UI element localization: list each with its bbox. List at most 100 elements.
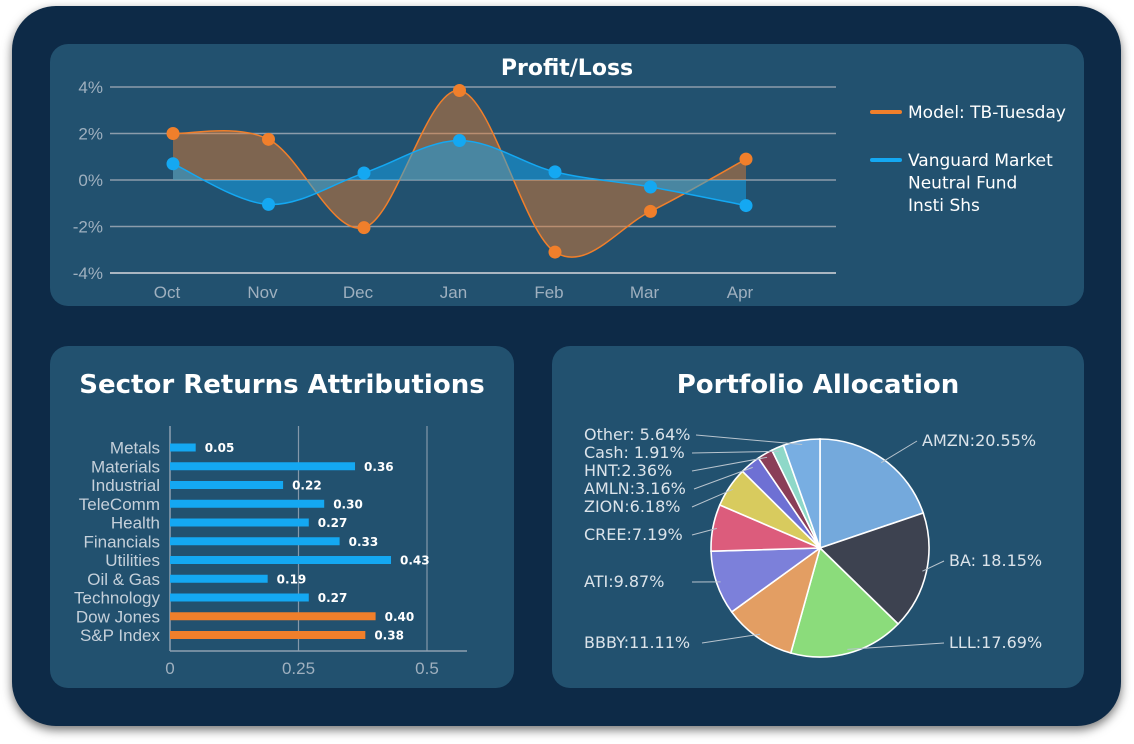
bar [170,612,376,621]
pie-label-leader [922,560,945,572]
legend-label: Model: TB-Tuesday [908,103,1066,123]
data-point [262,197,275,211]
sector-returns-chart: 0 0.25 0.5 Metals 0.05 Materials 0.36 Industria… [74,426,467,678]
bar-value-label: 0.40 [385,610,415,624]
data-point [644,204,657,218]
x-tick-label: 0.5 [415,659,439,678]
bar [170,574,268,583]
data-point [166,127,180,140]
data-point [453,133,466,147]
pie-slice [819,438,925,550]
bar-value-label: 0.36 [364,460,394,474]
pie-label-leader [691,488,734,508]
pie-slice [730,546,822,654]
x-tick-label: Apr [727,283,754,302]
pie-slice-label: CREE:7.19% [584,525,683,544]
data-point [548,245,562,259]
x-tick-label: Jan [440,283,467,302]
pie-slice [789,546,900,658]
category-label: Industrial [91,476,160,495]
y-tick-label: 0% [78,171,103,190]
bar-value-label: 0.33 [349,535,379,549]
profit-loss-panel: Profit/Loss 4% 2% 0% -2% -4% Oct Nov Dec Jan Feb M… [50,44,1084,306]
bar [170,631,366,639]
pie-slice-label: Other: 5.64% [584,425,690,444]
bar-value-label: 0.05 [205,441,235,455]
category-label: Financials [83,532,160,551]
pie-slice-label: LLL:17.69% [949,633,1042,652]
pie-label-leader [847,642,945,650]
pie-label-leader [701,633,761,644]
bar [170,593,309,602]
pie-label-leader [691,456,768,472]
data-point [357,166,371,180]
pie-label-leader [880,440,918,464]
bar [170,499,325,508]
y-tick-label: -4% [73,264,103,283]
x-tick-label: Nov [247,283,278,302]
bar-value-label: 0.27 [318,516,348,530]
pie-label-leader [691,527,717,536]
bar [170,481,284,489]
data-point [166,157,180,171]
bar [170,443,196,452]
bar-value-label: 0.38 [374,629,404,643]
x-tick-label: Dec [343,283,374,302]
legend-label: Vanguard Market [908,151,1053,171]
sector-returns-title: Sector Returns Attributions [79,370,485,400]
y-tick-label: -2% [73,218,103,237]
y-tick-label: 2% [78,125,103,144]
series-area [173,140,746,206]
profit-loss-title: Profit/Loss [500,56,634,81]
legend-label: Insti Shs [908,196,980,216]
pie-label-leader [695,434,803,446]
profit-loss-chart: 4% 2% 0% -2% -4% Oct Nov Dec Jan Feb Mar Apr Model: … [73,78,1066,302]
bar-value-label: 0.43 [400,554,430,568]
data-point [548,165,562,179]
pie-slice-label: BBBY:11.11% [584,633,690,652]
data-point [739,152,753,166]
sector-returns-panel: Sector Returns Attributions 0 0.25 0.5 Meta… [50,346,514,688]
bar-value-label: 0.19 [277,572,307,586]
data-point [262,132,275,146]
legend-label: Neutral Fund [908,174,1017,194]
x-tick-label: 0.25 [282,659,315,678]
pie-slice-label: ZION:6.18% [584,497,680,516]
pie-label-leader [691,450,780,454]
pie-slice-label: HNT:2.36% [584,461,672,480]
category-label: Metals [110,439,160,458]
portfolio-allocation-title: Portfolio Allocation [676,370,960,400]
category-label: Dow Jones [76,607,160,626]
bar-value-label: 0.27 [318,591,348,605]
category-label: Utilities [105,551,160,570]
bar-value-label: 0.22 [292,479,322,493]
x-tick-label: Oct [154,283,181,302]
portfolio-allocation-panel: Portfolio Allocation AMZN:20.55% BA: 18.1… [552,346,1084,688]
bar [170,518,309,527]
bar-value-label: 0.30 [333,497,363,511]
category-label: Technology [74,589,161,608]
bar [170,537,340,546]
x-tick-label: Mar [630,283,660,302]
category-label: Materials [91,457,160,476]
bar [170,556,392,564]
y-tick-label: 4% [78,78,103,97]
pie-slice-label: Cash: 1.91% [584,443,685,462]
category-label: Oil & Gas [87,570,160,589]
data-point [357,221,371,235]
bar [170,462,356,471]
x-tick-label: 0 [165,659,174,678]
category-label: Health [111,514,160,533]
pie-slice-label: AMZN:20.55% [922,431,1036,450]
pie-label-leader [693,466,753,490]
data-point [644,180,657,194]
data-point [453,83,466,97]
data-point [739,199,753,213]
pie-slice-label: AMLN:3.16% [584,479,686,498]
pie-slice-label: BA: 18.15% [949,551,1042,570]
portfolio-allocation-chart: AMZN:20.55% BA: 18.15% LLL:17.69% BBBY:11.1… [584,425,1042,658]
x-tick-label: Feb [534,283,563,302]
pie-slice [818,511,930,626]
pie-slice-label: ATI:9.87% [584,572,664,591]
pie-slice [782,438,821,549]
